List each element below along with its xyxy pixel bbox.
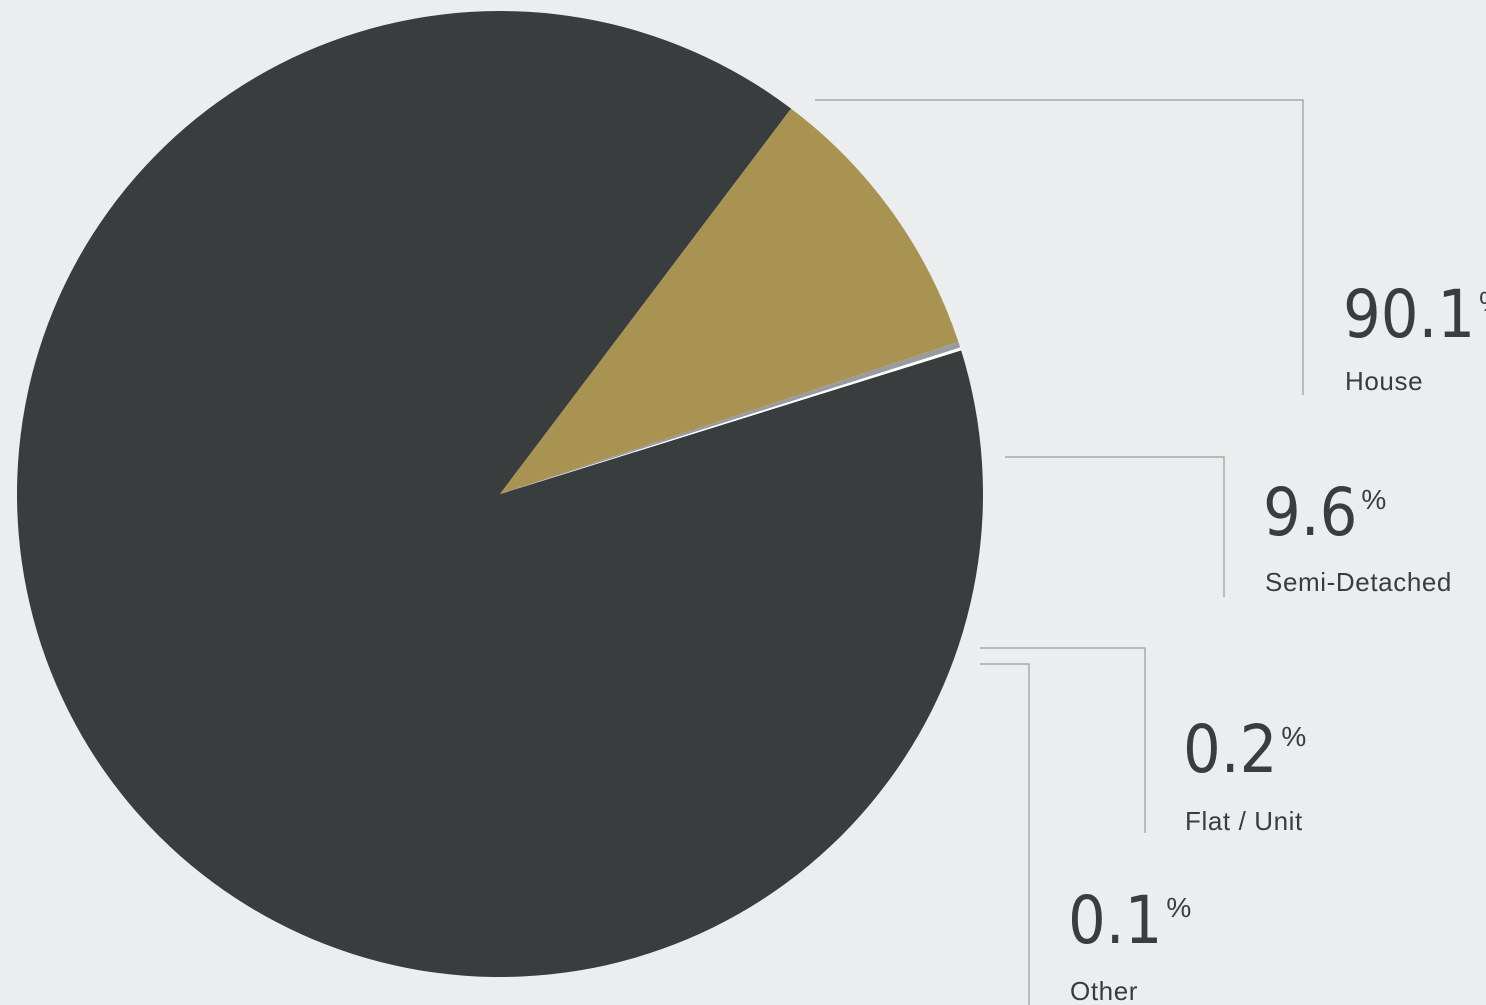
value-label-other: 0.1 bbox=[1068, 882, 1162, 959]
pie-slice-semi-detached bbox=[500, 108, 959, 494]
percent-sign-house: % bbox=[1479, 286, 1486, 317]
leader-line-flat-unit bbox=[980, 647, 1146, 833]
leader-line-other bbox=[980, 663, 1030, 1005]
percent-sign-flat-unit: % bbox=[1281, 721, 1306, 752]
value-label-house: 90.1 bbox=[1343, 276, 1475, 353]
category-label-semi-detached: Semi-Detached bbox=[1265, 567, 1452, 597]
leader-line-semi-detached bbox=[1005, 456, 1225, 597]
category-label-other: Other bbox=[1070, 976, 1138, 1005]
leader-line-house bbox=[815, 99, 1304, 395]
pie-slice-flat-unit bbox=[500, 341, 961, 494]
percent-sign-other: % bbox=[1166, 892, 1191, 923]
percent-sign-semi-detached: % bbox=[1361, 484, 1386, 515]
leader-lines bbox=[815, 99, 1304, 1005]
pie-slices bbox=[16, 10, 983, 977]
slice-labels: 90.1% House 9.6% Semi-Detached 0.2% Flat / Un… bbox=[1068, 276, 1486, 1005]
value-label-semi-detached: 9.6 bbox=[1263, 474, 1357, 551]
pie-slice-other bbox=[500, 347, 962, 494]
category-label-flat-unit: Flat / Unit bbox=[1185, 806, 1303, 836]
category-label-house: House bbox=[1345, 366, 1423, 396]
pie-slice-house bbox=[16, 10, 983, 977]
value-label-flat-unit: 0.2 bbox=[1183, 711, 1277, 788]
